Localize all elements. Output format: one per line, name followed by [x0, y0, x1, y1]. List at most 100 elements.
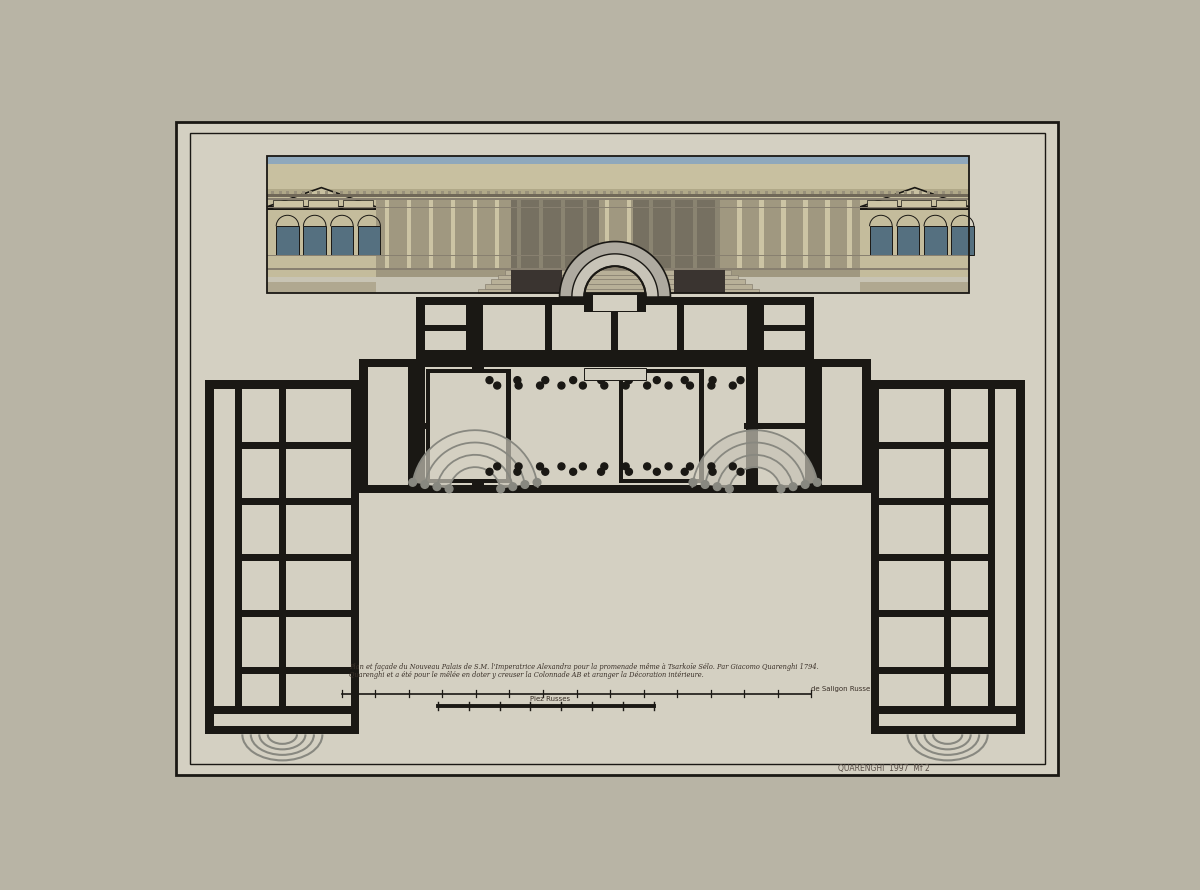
Bar: [818, 190, 822, 196]
Bar: [384, 200, 389, 270]
Bar: [880, 554, 989, 561]
Circle shape: [653, 376, 660, 384]
Bar: [359, 359, 416, 493]
Bar: [376, 200, 860, 277]
Bar: [557, 190, 559, 196]
Bar: [746, 427, 804, 483]
Circle shape: [709, 376, 716, 384]
Bar: [473, 200, 478, 270]
Bar: [641, 190, 644, 196]
Bar: [924, 226, 947, 255]
Circle shape: [580, 463, 587, 470]
Circle shape: [730, 463, 737, 470]
Bar: [426, 368, 484, 425]
Circle shape: [708, 463, 715, 470]
Bar: [749, 190, 752, 196]
Bar: [517, 200, 521, 270]
Bar: [827, 190, 829, 196]
Bar: [763, 305, 805, 350]
Bar: [486, 367, 744, 485]
Bar: [649, 200, 654, 270]
Bar: [425, 325, 467, 331]
Bar: [274, 200, 304, 208]
Bar: [428, 200, 433, 270]
Bar: [498, 275, 738, 279]
Bar: [331, 226, 353, 255]
Bar: [266, 198, 970, 200]
Bar: [241, 498, 350, 505]
Circle shape: [623, 382, 629, 389]
Bar: [880, 441, 989, 449]
Bar: [310, 190, 312, 196]
Bar: [649, 190, 652, 196]
Circle shape: [643, 382, 650, 389]
Bar: [611, 190, 613, 196]
Bar: [989, 389, 995, 726]
Bar: [803, 190, 806, 196]
Circle shape: [701, 481, 709, 489]
Bar: [870, 226, 892, 255]
Bar: [847, 200, 852, 270]
Bar: [505, 270, 731, 275]
Bar: [450, 200, 455, 270]
Bar: [294, 190, 298, 196]
Bar: [880, 715, 1016, 726]
Bar: [308, 200, 338, 208]
Bar: [395, 190, 397, 196]
Circle shape: [643, 463, 650, 470]
Bar: [746, 368, 804, 425]
Bar: [235, 389, 241, 726]
Bar: [425, 190, 428, 196]
Bar: [860, 206, 970, 210]
Bar: [719, 190, 721, 196]
Bar: [710, 190, 714, 196]
Circle shape: [730, 382, 737, 389]
Circle shape: [708, 382, 715, 389]
Bar: [278, 389, 287, 726]
Bar: [416, 297, 475, 359]
Bar: [266, 255, 970, 256]
Bar: [744, 423, 805, 429]
Circle shape: [536, 463, 544, 470]
Bar: [672, 190, 676, 196]
Bar: [896, 226, 919, 255]
Bar: [402, 190, 406, 196]
Polygon shape: [559, 241, 671, 297]
Circle shape: [580, 382, 587, 389]
Bar: [472, 190, 474, 196]
Bar: [952, 226, 974, 255]
Bar: [860, 190, 970, 277]
Bar: [425, 367, 805, 485]
Circle shape: [493, 382, 500, 389]
Bar: [860, 286, 970, 289]
Circle shape: [558, 463, 565, 470]
Circle shape: [409, 479, 416, 486]
Bar: [341, 190, 343, 196]
Bar: [857, 190, 860, 196]
Circle shape: [625, 468, 632, 475]
Circle shape: [709, 468, 716, 475]
Bar: [358, 226, 380, 255]
Circle shape: [515, 382, 522, 389]
Circle shape: [493, 463, 500, 470]
Bar: [926, 190, 930, 196]
Bar: [911, 190, 914, 196]
Bar: [671, 200, 676, 270]
Bar: [379, 190, 382, 196]
Bar: [478, 288, 758, 293]
Bar: [726, 190, 730, 196]
Bar: [788, 190, 791, 196]
Bar: [618, 190, 622, 196]
Bar: [317, 190, 320, 196]
Bar: [625, 190, 629, 196]
Bar: [371, 190, 374, 196]
Circle shape: [623, 463, 629, 470]
Bar: [517, 190, 521, 196]
Circle shape: [570, 468, 577, 475]
Bar: [677, 305, 684, 350]
Bar: [822, 367, 862, 485]
Circle shape: [653, 468, 660, 475]
Polygon shape: [860, 188, 970, 206]
Bar: [425, 423, 486, 429]
Bar: [826, 200, 829, 270]
